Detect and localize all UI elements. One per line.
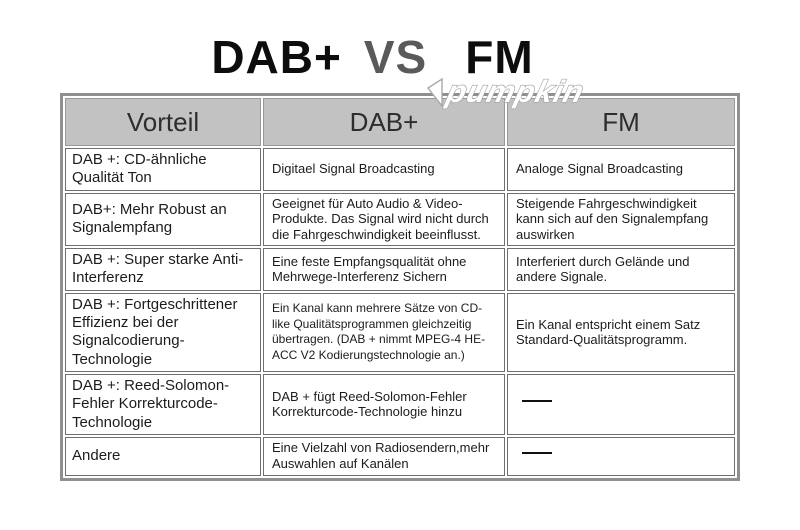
cell-dab: Eine Vielzahl von Radiosendern,mehr Ausw…: [263, 436, 505, 476]
table-row: DAB +: CD-ähnliche Qualität Ton Digitael …: [65, 148, 735, 191]
cell-dab: Eine feste Empfangsqualität ohne Mehrweg…: [263, 248, 505, 291]
table-row: DAB +: Super starke Anti-Interferenz Eine…: [65, 248, 735, 291]
cell-fm: Ein Kanal entspricht einem Satz Standard…: [507, 292, 735, 372]
cell-fm: [507, 373, 735, 435]
empty-value-dash: [522, 400, 552, 403]
cell-fm: [507, 436, 735, 476]
page-title: DAB+ VS FM: [0, 30, 745, 84]
cell-vorteil: DAB +: Fortgeschrittener Effizienz bei d…: [65, 292, 261, 372]
cell-vorteil: DAB +: Reed-Solomon-Fehler Korrekturcode…: [65, 373, 261, 435]
cell-fm: Steigende Fahrgeschwindigkeit kann sich …: [507, 192, 735, 247]
comparison-table-container: Vorteil DAB+ FM DAB +: CD-ähnliche Quali…: [60, 93, 740, 481]
comparison-table-body: DAB +: CD-ähnliche Qualität Ton Digitael …: [65, 148, 735, 476]
table-row: DAB +: Fortgeschrittener Effizienz bei d…: [65, 292, 735, 372]
cell-fm: Analoge Signal Broadcasting: [507, 148, 735, 191]
cell-dab: DAB + fügt Reed-Solomon-Fehler Korrektur…: [263, 373, 505, 435]
table-row: DAB +: Reed-Solomon-Fehler Korrekturcode…: [65, 373, 735, 435]
table-row: Andere Eine Vielzahl von Radiosendern,meh…: [65, 436, 735, 476]
table-row: DAB+: Mehr Robust an Signalempfang Geeign…: [65, 192, 735, 247]
cell-dab: Ein Kanal kann mehrere Sätze von CD-like…: [263, 292, 505, 372]
cell-fm: Interferiert durch Gelände und andere Si…: [507, 248, 735, 291]
cell-dab: Digitael Signal Broadcasting: [263, 148, 505, 191]
cell-vorteil: DAB +: CD-ähnliche Qualität Ton: [65, 148, 261, 191]
empty-value-dash: [522, 451, 552, 454]
cell-vorteil: DAB +: Super starke Anti-Interferenz: [65, 248, 261, 291]
header-row: Vorteil DAB+ FM: [65, 98, 735, 146]
title-vs: VS: [363, 31, 428, 83]
header-fm: FM: [507, 98, 735, 146]
title-dab: DAB+: [211, 31, 342, 83]
comparison-table: Vorteil DAB+ FM DAB +: CD-ähnliche Quali…: [60, 93, 740, 481]
comparison-table-header: Vorteil DAB+ FM: [65, 98, 735, 146]
title-fm: FM: [465, 31, 534, 83]
cell-dab: Geeignet für Auto Audio & Video-Produkte…: [263, 192, 505, 247]
header-vorteil: Vorteil: [65, 98, 261, 146]
cell-vorteil: Andere: [65, 436, 261, 476]
cell-vorteil: DAB+: Mehr Robust an Signalempfang: [65, 192, 261, 247]
header-dab: DAB+: [263, 98, 505, 146]
